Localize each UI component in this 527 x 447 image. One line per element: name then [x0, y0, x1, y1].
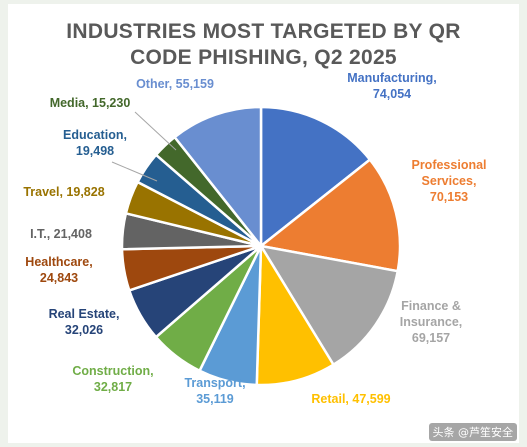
pie-slice — [172, 105, 263, 250]
chart-title-line-2: CODE PHISHING, Q2 2025 — [130, 46, 397, 69]
slice-label: Education, 19,498 — [63, 128, 127, 158]
pie-slice — [258, 244, 400, 367]
slice-label: I.T., 21,408 — [30, 227, 92, 241]
pie-slice — [255, 241, 336, 387]
slice-label: Other, 55,159 — [136, 77, 214, 91]
pie-slice — [258, 157, 402, 273]
slice-label: Finance & Insurance, 69,157 — [400, 299, 463, 345]
slice-label: Travel, 19,828 — [23, 185, 104, 199]
watermark: 头条 @芦笙安全 — [428, 423, 517, 441]
slice-label: Professional Services, 70,153 — [411, 158, 486, 204]
leader-line — [134, 111, 177, 151]
pie-slice — [259, 105, 372, 249]
slice-label: Manufacturing, 74,054 — [347, 71, 437, 101]
slice-label: Real Estate, 32,026 — [49, 307, 120, 337]
slice-label: Construction, 32,817 — [72, 364, 153, 394]
slice-label: Transport, 35,119 — [184, 376, 245, 406]
chart-title-line-1: INDUSTRIES MOST TARGETED BY QR — [66, 20, 461, 43]
slice-label: Healthcare, 24,843 — [25, 255, 92, 285]
slice-label: Media, 15,230 — [50, 96, 131, 110]
leader-line — [111, 161, 158, 182]
slice-label: Retail, 47,599 — [311, 392, 390, 406]
